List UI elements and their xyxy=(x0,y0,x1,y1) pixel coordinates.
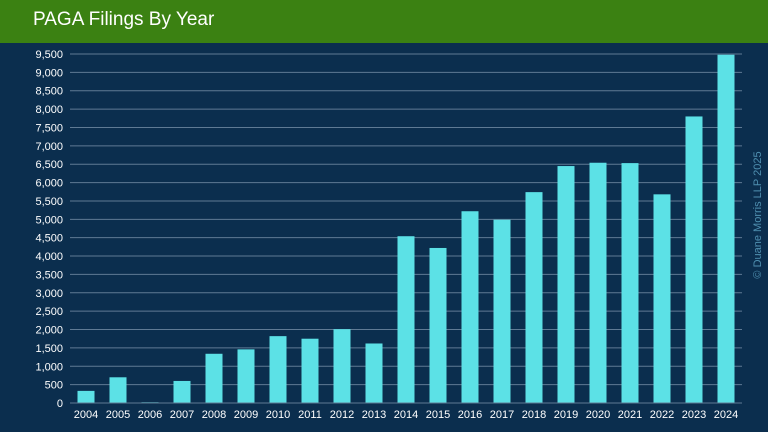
header-bar: PAGA Filings By Year xyxy=(0,0,768,43)
y-tick-label: 5,000 xyxy=(35,214,63,226)
bar-2018 xyxy=(525,192,543,403)
bar-2013 xyxy=(365,343,383,403)
x-tick-label: 2019 xyxy=(554,409,578,421)
x-tick-label: 2018 xyxy=(522,409,546,421)
y-tick-label: 1,000 xyxy=(35,361,63,373)
x-tick-label: 2015 xyxy=(426,409,450,421)
y-tick-label: 3,500 xyxy=(35,269,63,281)
y-tick-label: 6,500 xyxy=(35,159,63,171)
x-tick-label: 2021 xyxy=(618,409,642,421)
x-tick-label: 2011 xyxy=(298,409,322,421)
bar-2005 xyxy=(109,377,127,403)
x-tick-label: 2014 xyxy=(394,409,418,421)
x-tick-label: 2007 xyxy=(170,409,194,421)
x-tick-label: 2017 xyxy=(490,409,514,421)
bar-2022 xyxy=(653,194,671,403)
y-tick-label: 9,500 xyxy=(35,49,63,61)
x-tick-label: 2008 xyxy=(202,409,226,421)
bar-2020 xyxy=(589,162,607,403)
y-tick-label: 2,500 xyxy=(35,306,63,318)
x-tick-label: 2022 xyxy=(650,409,674,421)
y-tick-label: 5,500 xyxy=(35,196,63,208)
bar-2011 xyxy=(301,338,319,403)
y-tick-label: 4,500 xyxy=(35,233,63,245)
x-tick-label: 2020 xyxy=(586,409,610,421)
y-tick-label: 2,000 xyxy=(35,325,63,337)
copyright-watermark: © Duane Morris LLP 2025 xyxy=(752,151,764,279)
bar-2017 xyxy=(493,219,511,403)
y-tick-label: 500 xyxy=(45,380,63,392)
chart-title: PAGA Filings By Year xyxy=(33,9,215,30)
bar-2010 xyxy=(269,336,287,403)
bar-2016 xyxy=(461,211,479,403)
x-tick-label: 2023 xyxy=(682,409,706,421)
x-tick-label: 2024 xyxy=(714,409,738,421)
y-tick-label: 8,500 xyxy=(35,86,63,98)
bar-2019 xyxy=(557,166,575,403)
bar-2012 xyxy=(333,329,351,403)
bar-2014 xyxy=(397,236,415,403)
x-tick-label: 2004 xyxy=(74,409,98,421)
bar-2007 xyxy=(173,380,191,403)
bar-2004 xyxy=(77,390,95,403)
x-tick-label: 2005 xyxy=(106,409,130,421)
bar-2024 xyxy=(717,54,735,403)
x-tick-label: 2009 xyxy=(234,409,258,421)
bar-2008 xyxy=(205,353,223,403)
y-tick-label: 3,000 xyxy=(35,288,63,300)
y-tick-label: 7,500 xyxy=(35,122,63,134)
y-tick-label: 1,500 xyxy=(35,343,63,355)
y-tick-label: 8,000 xyxy=(35,104,63,116)
y-tick-label: 0 xyxy=(57,398,63,410)
bar-2023 xyxy=(685,116,703,403)
x-tick-label: 2016 xyxy=(458,409,482,421)
x-tick-label: 2006 xyxy=(138,409,162,421)
bar-2009 xyxy=(237,349,255,403)
x-tick-label: 2012 xyxy=(330,409,354,421)
bar-2021 xyxy=(621,163,639,403)
x-tick-label: 2013 xyxy=(362,409,386,421)
y-tick-label: 4,000 xyxy=(35,251,63,263)
y-tick-label: 7,000 xyxy=(35,141,63,153)
y-tick-label: 9,000 xyxy=(35,67,63,79)
y-tick-label: 6,000 xyxy=(35,178,63,190)
bar-chart: 0 500 1,000 1,500 2,000 2,500 3,000 3,500 4,000 4… xyxy=(35,49,742,421)
bar-2015 xyxy=(429,247,447,403)
x-tick-label: 2010 xyxy=(266,409,290,421)
